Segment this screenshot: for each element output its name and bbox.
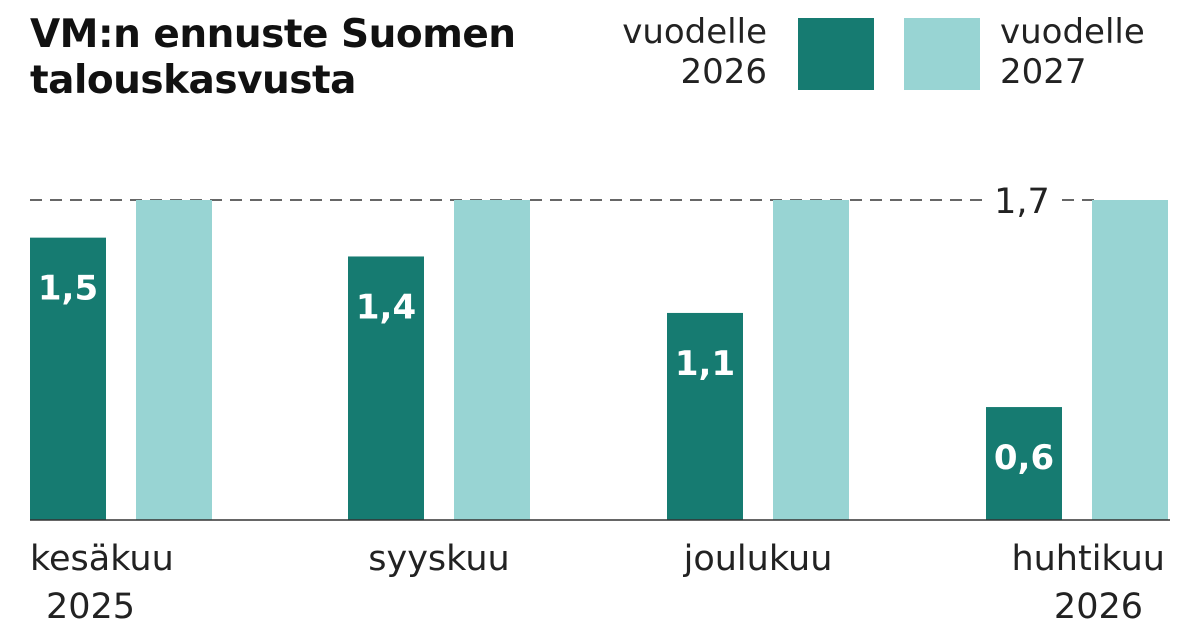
legend-line1: vuodelle: [622, 12, 767, 52]
bar-2026: [348, 256, 424, 520]
bar-2027: [454, 200, 530, 520]
legend-swatch-2027: [904, 18, 980, 90]
bar-2026: [30, 237, 106, 520]
legend-line2: 2026: [680, 52, 767, 92]
bar-2026: [986, 407, 1062, 520]
value-label: 1,1: [675, 344, 735, 384]
legend-line1: vuodelle: [1000, 12, 1145, 52]
bar-2027: [1092, 200, 1168, 520]
bar-2027: [773, 200, 849, 520]
legend-label-2027: vuodelle 2027: [1000, 12, 1145, 92]
x-tick-label: syyskuu: [368, 539, 509, 579]
legend-swatch-2026: [798, 18, 874, 90]
value-label: 1,5: [38, 269, 98, 309]
bar-2027: [136, 200, 212, 520]
legend-line2: 2027: [1000, 52, 1087, 92]
value-label: 1,4: [356, 287, 416, 327]
value-label: 0,6: [994, 438, 1054, 478]
bar-2026: [667, 312, 743, 520]
x-tick-label: 2026: [1054, 587, 1143, 627]
reference-label: 1,7: [994, 182, 1050, 222]
x-tick-label: kesäkuu: [30, 539, 174, 579]
chart-title: VM:n ennuste Suomen talouskasvusta: [30, 12, 516, 103]
legend-label-2026: vuodelle 2026: [560, 12, 767, 92]
x-tick-label: 2025: [46, 587, 135, 627]
x-tick-label: joulukuu: [683, 539, 833, 579]
x-tick-label: huhtikuu: [1011, 539, 1165, 579]
